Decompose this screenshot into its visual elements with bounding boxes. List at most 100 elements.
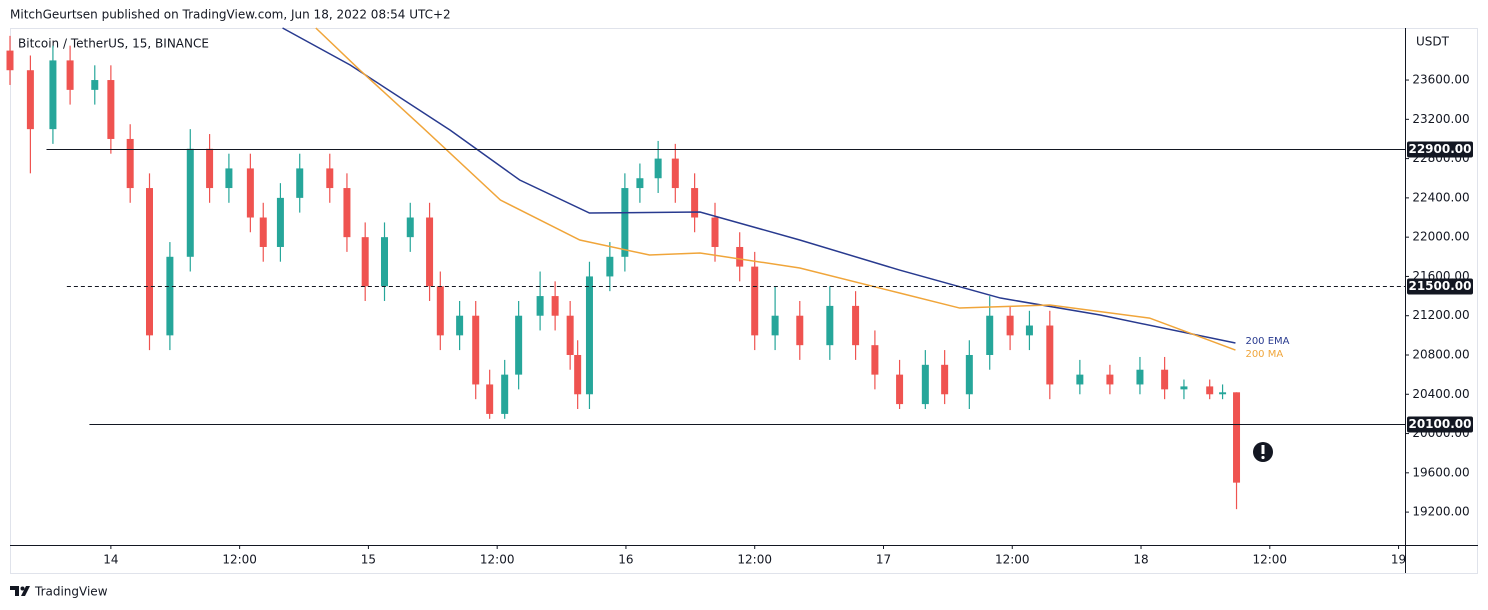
price-level-box: [1407, 141, 1473, 158]
price-level-label: 22900.00: [1408, 142, 1471, 156]
candle-body: [536, 296, 544, 316]
candle-body: [436, 286, 444, 336]
candle-body: [691, 188, 699, 218]
price-unit: USDT: [1416, 35, 1450, 49]
candle-body: [1025, 325, 1033, 336]
candle-body: [1106, 374, 1114, 385]
candle-body: [456, 315, 464, 336]
candle-body: [736, 246, 744, 267]
moving-average-line: [315, 27, 1236, 351]
y-tick-label: 19200.00: [1412, 505, 1469, 519]
candle-body: [986, 315, 994, 355]
price-level-box: [1407, 278, 1473, 295]
candle-body: [711, 217, 719, 247]
candle-body: [1233, 392, 1241, 483]
x-tick-label: 16: [618, 553, 633, 567]
candle-body: [49, 60, 57, 130]
footer-brand: TradingView: [34, 585, 108, 599]
x-tick-label: 12:00: [480, 553, 515, 567]
candle-body: [66, 60, 74, 90]
y-tick-label: 22000.00: [1412, 230, 1469, 244]
x-tick-label: 17: [876, 553, 891, 567]
candle-body: [566, 315, 574, 355]
candle-body: [606, 256, 614, 277]
x-tick-label: 12:00: [995, 553, 1030, 567]
candle-body: [426, 217, 434, 287]
candle-body: [246, 168, 254, 218]
candle-body: [326, 168, 334, 189]
candle-body: [826, 305, 834, 346]
candle-body: [381, 237, 389, 287]
candle-body: [296, 168, 304, 198]
candle-body: [921, 364, 929, 405]
candle-body: [1046, 325, 1054, 385]
candle-body: [796, 315, 804, 346]
candle-body: [166, 256, 174, 336]
candle-body: [1076, 374, 1084, 385]
candle-body: [574, 354, 582, 395]
candle-body: [751, 266, 759, 336]
y-tick-label: 19600.00: [1412, 465, 1469, 479]
candle-body: [91, 80, 99, 90]
x-tick-label: 18: [1133, 553, 1148, 567]
candle-body: [186, 148, 194, 257]
candle-body: [107, 80, 115, 139]
candle-body: [126, 138, 134, 189]
candle-body: [486, 384, 494, 414]
x-tick-label: 12:00: [737, 553, 772, 567]
candle-body: [585, 276, 593, 395]
candle-body: [276, 197, 284, 247]
x-tick-label: 19: [1391, 553, 1406, 567]
candle-body: [771, 315, 779, 336]
candle-body: [871, 345, 879, 375]
y-tick-label: 21200.00: [1412, 308, 1469, 322]
y-tick-label: 20400.00: [1412, 387, 1469, 401]
candle-body: [206, 148, 214, 189]
candle-body: [515, 315, 523, 375]
moving-average-line: [282, 27, 1236, 344]
price-level-label: 21500.00: [1408, 279, 1471, 293]
candle-body: [965, 354, 973, 395]
warning-icon: [1253, 442, 1273, 462]
candle-body: [1219, 392, 1227, 395]
candle-body: [551, 296, 559, 316]
x-tick-label: 12:00: [1252, 553, 1287, 567]
candle-body: [472, 315, 480, 385]
price-level-label: 20100.00: [1408, 417, 1471, 431]
x-tick-label: 12:00: [222, 553, 257, 567]
candle-body: [1161, 369, 1169, 390]
candle-body: [1180, 386, 1188, 390]
tradingview-logo: [10, 586, 30, 596]
line-legend: 200 MA: [1245, 349, 1283, 360]
candle-body: [636, 178, 644, 189]
chart-frame: [10, 28, 1478, 574]
y-tick-label: 23200.00: [1412, 112, 1469, 126]
x-tick-label: 15: [361, 553, 376, 567]
candle-body: [343, 188, 351, 238]
publisher-note: MitchGeurtsen published on TradingView.c…: [10, 8, 451, 22]
candle-body: [621, 188, 629, 257]
x-tick-label: 14: [103, 553, 118, 567]
y-tick-label: 22400.00: [1412, 190, 1469, 204]
candle-body: [225, 168, 233, 189]
candle-body: [671, 158, 679, 189]
price-level-box: [1407, 416, 1473, 433]
candle-body: [259, 217, 267, 247]
candle-body: [1136, 369, 1144, 385]
candle-body: [1206, 386, 1214, 395]
candle-body: [6, 50, 14, 71]
symbol-title: Bitcoin / TetherUS, 15, BINANCE: [18, 37, 209, 51]
candle-body: [941, 364, 949, 395]
y-tick-label: 23600.00: [1412, 73, 1469, 87]
candle-body: [654, 158, 662, 179]
candle-body: [406, 217, 414, 238]
candle-body: [26, 70, 34, 130]
candle-body: [896, 374, 904, 405]
y-tick-label: 20800.00: [1412, 347, 1469, 361]
candle-body: [146, 188, 153, 336]
line-legend: 200 EMA: [1245, 336, 1289, 347]
candle-body: [1006, 315, 1014, 336]
candle-body: [361, 237, 369, 287]
candle-body: [501, 374, 509, 414]
